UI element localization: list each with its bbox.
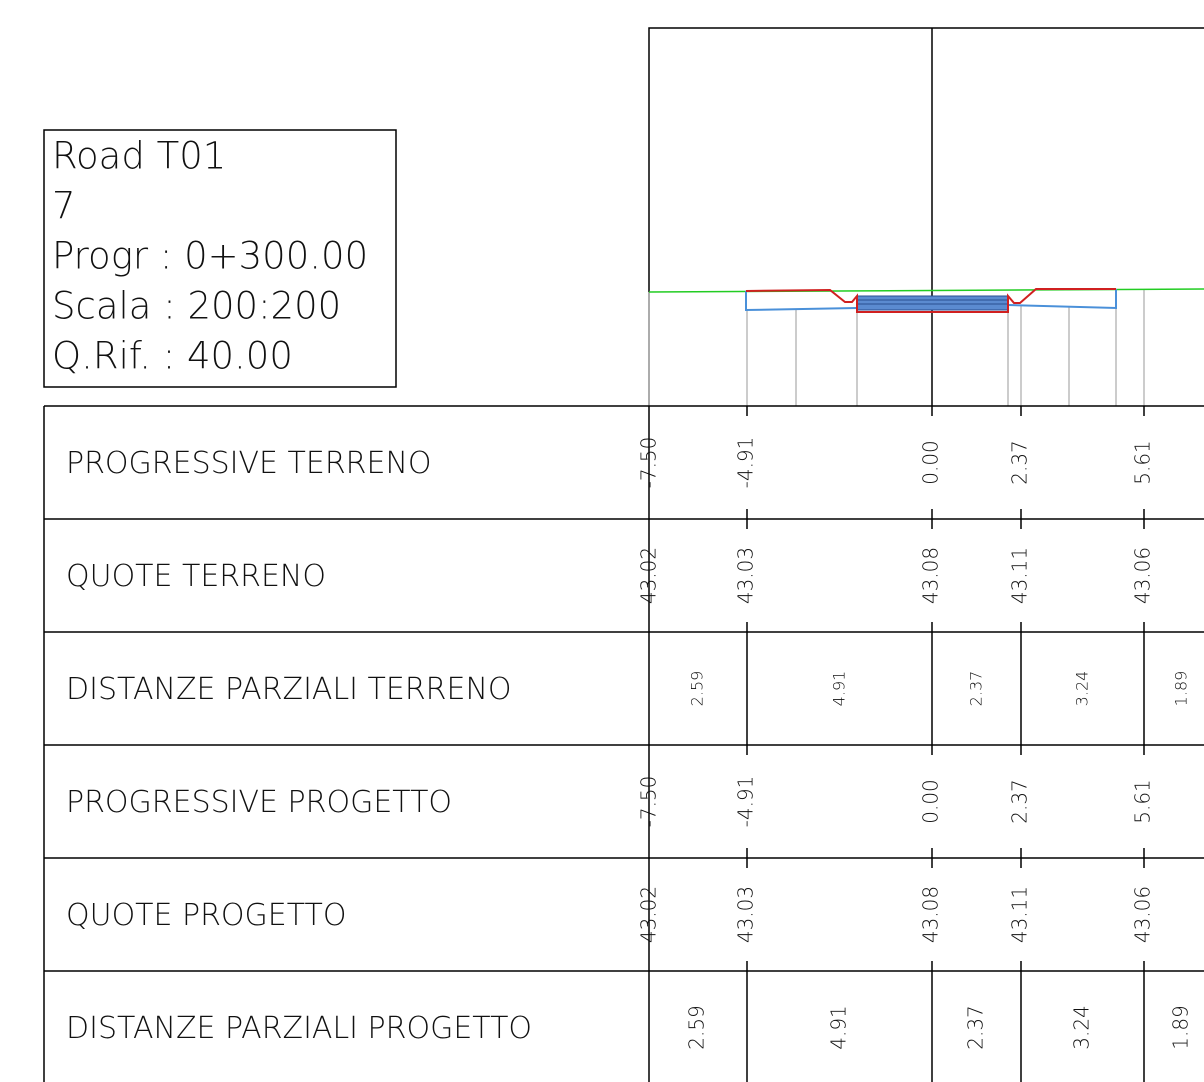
- row-label: PROGRESSIVE TERRENO: [66, 446, 432, 481]
- station-value: 0.00: [919, 440, 943, 485]
- info-box: [43, 129, 397, 388]
- station-value: 2.37: [1008, 440, 1032, 485]
- station-value: 43.03: [734, 547, 758, 604]
- section: [648, 27, 1204, 406]
- station-value: -4.91: [734, 776, 758, 828]
- station-value: 5.61: [1131, 440, 1155, 485]
- row-label: PROGRESSIVE PROGETTO: [66, 785, 452, 820]
- road-profile: [745, 288, 1116, 313]
- ground-line: [648, 288, 1204, 293]
- row-label: QUOTE TERRENO: [66, 559, 326, 594]
- station-value: 43.02: [637, 886, 661, 943]
- row-label: QUOTE PROGETTO: [66, 898, 347, 933]
- distance: 2.37: [964, 1005, 988, 1050]
- info-line: Progr : 0+300.00: [52, 235, 368, 278]
- subgrade: [1007, 289, 1117, 310]
- subgrade: [745, 291, 858, 312]
- station-value: -7.50: [637, 776, 661, 828]
- distance: 1.89: [1169, 1005, 1193, 1050]
- frame: [648, 27, 1204, 406]
- station-value: 5.61: [1131, 779, 1155, 824]
- station-value: -7.50: [637, 437, 661, 489]
- info-line: Q.Rif. : 40.00: [52, 335, 293, 378]
- station-value: 0.00: [919, 779, 943, 824]
- distance: 4.91: [827, 1005, 851, 1050]
- distance: 2.59: [685, 1005, 709, 1050]
- ref-lines: [648, 290, 1145, 406]
- info-line: 7: [52, 185, 76, 228]
- info: Road T01 7 Progr : 0+300.00 Scala : 200:…: [52, 135, 368, 378]
- station-value: 43.11: [1008, 886, 1032, 943]
- station-value: 43.02: [637, 547, 661, 604]
- station-value: 2.37: [1008, 779, 1032, 824]
- station-value: 43.06: [1131, 886, 1155, 943]
- info-line: Road T01: [52, 135, 226, 178]
- station-value: 43.08: [919, 886, 943, 943]
- distance: 4.91: [830, 671, 849, 707]
- distance: 2.37: [967, 671, 986, 707]
- pavement: [856, 295, 1009, 311]
- row-label: DISTANZE PARZIALI PROGETTO: [66, 1011, 532, 1046]
- distance: 3.24: [1073, 671, 1092, 707]
- station-value: 43.11: [1008, 547, 1032, 604]
- table: PROGRESSIVE TERRENO -7.50 -4.91 0.00 2.37 5.6…: [43, 405, 1204, 1082]
- station-value: 43.06: [1131, 547, 1155, 604]
- distance: 2.59: [688, 671, 707, 707]
- distance: 3.24: [1070, 1005, 1094, 1050]
- station-value: 43.08: [919, 547, 943, 604]
- station-value: -4.91: [734, 437, 758, 489]
- row-label: DISTANZE PARZIALI TERRENO: [66, 672, 512, 707]
- station-value: 43.03: [734, 886, 758, 943]
- distance: 1.89: [1172, 671, 1191, 707]
- info-line: Scala : 200:200: [52, 285, 341, 328]
